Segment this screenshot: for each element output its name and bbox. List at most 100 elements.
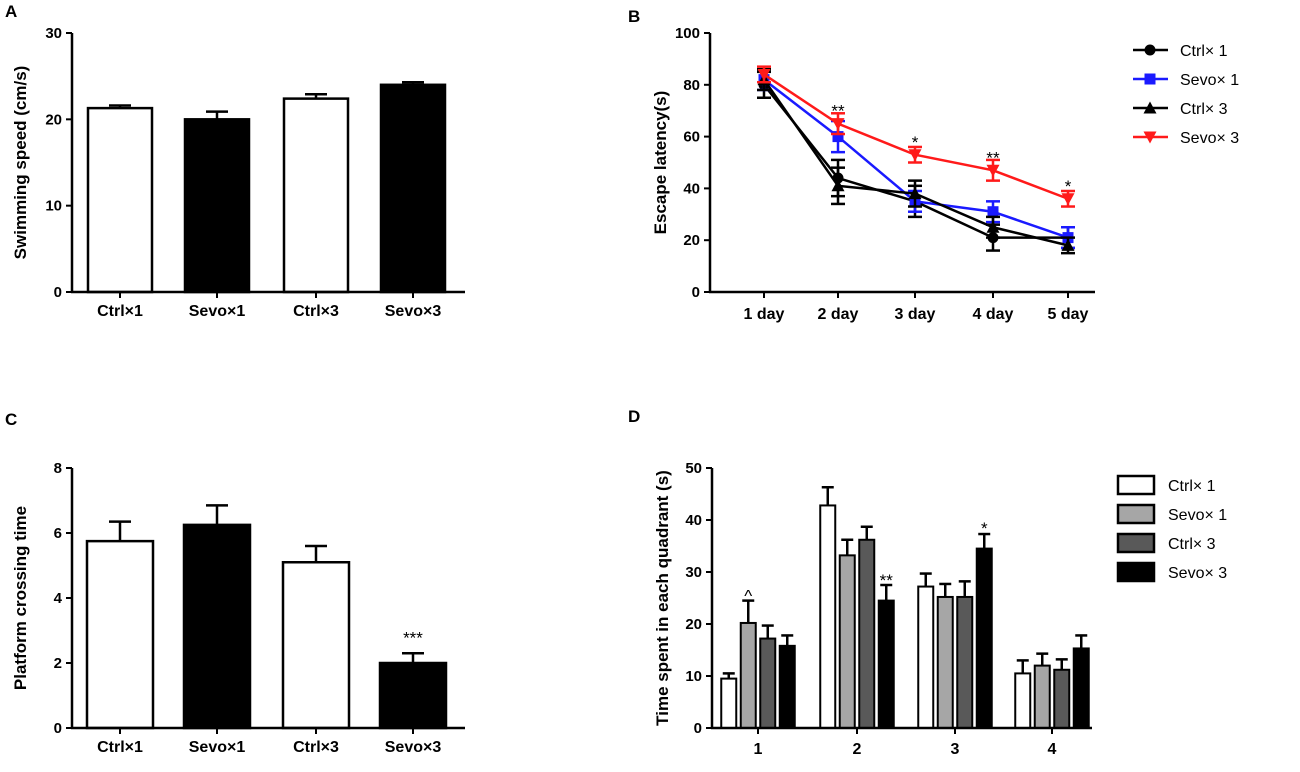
panel-b-escape-latency-chart: Ctrl× 1 Sevo× 1 Ctrl× 3 Sevo× 3 1 day 2 day 3 … — [651, 25, 1239, 323]
bar-q4-ctrl-1 — [1014, 672, 1032, 730]
x-label-ctrl-1: Ctrl×1 — [97, 739, 143, 756]
significance-marker: ** — [986, 148, 1000, 167]
x-label-ctrl-3: Ctrl×3 — [293, 303, 339, 320]
point-sevo-3-2-day — [831, 118, 845, 131]
bar-q2-sevo-1 — [838, 554, 856, 729]
bar-q1-ctrl-3 — [759, 637, 777, 729]
bar-ctrl-3 — [282, 97, 350, 294]
y-tick-label: 30 — [45, 25, 62, 42]
bar-q2-ctrl-1 — [819, 504, 837, 729]
significance-marker: ** — [880, 571, 894, 590]
y-axis-title: Swimming speed (cm/s) — [11, 66, 30, 260]
y-tick-label: 60 — [683, 129, 700, 146]
y-tick-label: 100 — [675, 25, 700, 42]
y-tick-label: 20 — [685, 616, 702, 633]
legend-swatch-ctrl-3 — [1116, 532, 1156, 554]
legend-marker — [1144, 44, 1156, 56]
bar-q2-sevo-3 — [877, 599, 895, 729]
legend-marker — [1144, 73, 1156, 85]
panel-a-swimming-speed-chart: Ctrl×1 Sevo×1 Ctrl×3 Sevo×3 0 10 20 30 Swimming … — [11, 25, 465, 320]
bar-q3-sevo-1 — [936, 595, 954, 730]
y-tick-label: 50 — [685, 460, 702, 477]
y-tick-label: 0 — [694, 720, 702, 737]
y-axis-title: Time spent in each quadrant (s) — [653, 470, 672, 726]
significance-marker: * — [912, 133, 919, 152]
bar-q3-ctrl-3 — [956, 595, 974, 730]
x-label-2-day: 2 day — [818, 306, 859, 323]
bar-sevo-1 — [182, 523, 252, 730]
x-label-ctrl-3: Ctrl×3 — [293, 739, 339, 756]
legend-label-ctrl-3: Ctrl× 3 — [1180, 101, 1228, 118]
y-tick-label: 0 — [54, 284, 62, 301]
point-sevo-1-4-day — [987, 206, 999, 218]
point-ctrl-3-5-day — [1061, 238, 1075, 251]
y-tick-label: 10 — [685, 668, 702, 685]
x-label-sevo-3: Sevo×3 — [385, 739, 442, 756]
bar-sevo-3 — [379, 83, 447, 294]
legend-swatch-ctrl-1 — [1116, 474, 1156, 496]
bar-q3-ctrl-1 — [917, 585, 935, 729]
legend-label-sevo-3: Sevo× 3 — [1180, 130, 1239, 147]
y-tick-label: 30 — [685, 564, 702, 581]
bar-q4-ctrl-3 — [1053, 668, 1071, 730]
legend-label-ctrl-3: Ctrl× 3 — [1168, 536, 1216, 553]
y-tick-label: 0 — [692, 284, 700, 301]
legend-label-ctrl-1: Ctrl× 1 — [1168, 478, 1216, 495]
y-tick-label: 20 — [683, 232, 700, 249]
legend-label-sevo-1: Sevo× 1 — [1180, 72, 1239, 89]
panel-letter-d: D — [628, 407, 640, 426]
significance-marker: *** — [403, 629, 423, 648]
y-tick-label: 6 — [54, 525, 62, 542]
x-label-quadrant-4: 4 — [1048, 741, 1057, 758]
x-label-3-day: 3 day — [895, 306, 936, 323]
panel-letter-a: A — [5, 2, 17, 21]
panel-letter-c: C — [5, 410, 17, 429]
y-tick-label: 0 — [54, 720, 62, 737]
y-tick-label: 10 — [45, 198, 62, 215]
y-tick-label: 20 — [45, 111, 62, 128]
x-label-sevo-3: Sevo×3 — [385, 303, 442, 320]
bar-q4-sevo-3 — [1072, 647, 1090, 729]
x-label-4-day: 4 day — [973, 306, 1014, 323]
legend-marker — [1143, 101, 1157, 114]
y-tick-label: 2 — [54, 655, 62, 672]
y-axis-title: Escape latency(s) — [651, 91, 670, 235]
point-ctrl-3-3-day — [908, 187, 922, 200]
x-label-quadrant-2: 2 — [853, 741, 862, 758]
x-label-ctrl-1: Ctrl×1 — [97, 303, 143, 320]
x-label-sevo-1: Sevo×1 — [189, 303, 246, 320]
point-sevo-3-1-day — [757, 68, 771, 81]
series-ctrl-3 — [757, 68, 1075, 255]
legend-label-sevo-1: Sevo× 1 — [1168, 507, 1227, 524]
legend-swatch-sevo-1 — [1116, 503, 1156, 525]
point-sevo-3-5-day — [1061, 193, 1075, 206]
x-label-quadrant-3: 3 — [951, 741, 960, 758]
x-label-sevo-1: Sevo×1 — [189, 739, 246, 756]
bar-ctrl-1 — [86, 106, 154, 294]
significance-marker: ** — [831, 102, 845, 121]
y-tick-label: 8 — [54, 460, 62, 477]
point-sevo-3-4-day — [986, 164, 1000, 177]
bar-sevo-1 — [183, 118, 251, 294]
point-ctrl-3-4-day — [986, 220, 1000, 233]
bar-q4-sevo-1 — [1033, 664, 1051, 729]
legend-label-sevo-3: Sevo× 3 — [1168, 565, 1227, 582]
bar-q3-sevo-3 — [975, 547, 993, 729]
x-label-quadrant-1: 1 — [754, 741, 763, 758]
bar-sevo-3 — [378, 661, 448, 730]
legend-marker — [1143, 131, 1157, 144]
bar-ctrl-1 — [85, 539, 155, 730]
bar-q2-ctrl-3 — [858, 538, 876, 730]
panel-letter-b: B — [628, 7, 640, 26]
bar-q1-sevo-1 — [739, 621, 757, 730]
significance-marker: * — [1065, 177, 1072, 196]
y-tick-label: 80 — [683, 77, 700, 94]
y-tick-label: 4 — [54, 590, 63, 607]
panel-c-platform-crossing-chart: Ctrl×1 Sevo×1 Ctrl×3 Sevo×3 *** 0 2 4 6 8 Platform… — [11, 460, 465, 756]
point-ctrl-3-2-day — [831, 179, 845, 192]
y-tick-label: 40 — [683, 180, 700, 197]
y-axis-title: Platform crossing time — [11, 506, 30, 690]
bar-q1-ctrl-1 — [720, 677, 738, 729]
